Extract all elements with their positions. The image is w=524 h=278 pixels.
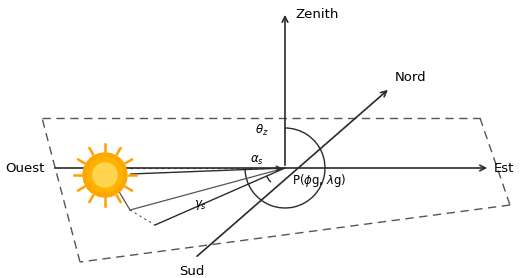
Text: Zenith: Zenith	[295, 8, 339, 21]
Text: $\alpha_s$: $\alpha_s$	[250, 153, 264, 167]
Circle shape	[93, 163, 117, 187]
Text: $\gamma_s$: $\gamma_s$	[194, 198, 207, 212]
Text: Nord: Nord	[395, 71, 427, 84]
Text: Est: Est	[494, 162, 515, 175]
Circle shape	[88, 157, 123, 193]
Text: Ouest: Ouest	[6, 162, 45, 175]
Text: P($\phi$g, $\lambda$g): P($\phi$g, $\lambda$g)	[292, 172, 346, 189]
Text: $\theta_z$: $\theta_z$	[255, 122, 269, 138]
Circle shape	[83, 153, 127, 197]
Text: Sud: Sud	[179, 265, 205, 278]
